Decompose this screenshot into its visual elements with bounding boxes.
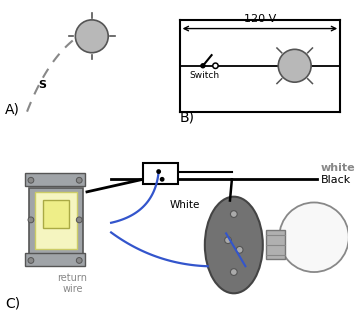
Text: 120 V: 120 V: [244, 14, 276, 24]
Text: Black: Black: [321, 175, 351, 185]
Bar: [143, 163, 178, 184]
Circle shape: [200, 63, 206, 68]
Bar: [29, 188, 83, 266]
Text: White: White: [170, 200, 201, 210]
Circle shape: [76, 177, 82, 183]
Text: Switch: Switch: [190, 71, 220, 80]
Circle shape: [230, 269, 237, 275]
Text: white: white: [321, 163, 355, 173]
Circle shape: [160, 177, 165, 182]
Circle shape: [156, 169, 161, 174]
Circle shape: [28, 217, 34, 223]
Circle shape: [28, 177, 34, 183]
Ellipse shape: [205, 197, 263, 293]
Text: S: S: [39, 80, 46, 90]
Bar: [35, 192, 77, 249]
Circle shape: [76, 217, 82, 223]
Circle shape: [76, 258, 82, 263]
Circle shape: [75, 20, 108, 53]
Circle shape: [225, 237, 231, 244]
Circle shape: [213, 63, 218, 68]
Circle shape: [236, 246, 243, 253]
FancyBboxPatch shape: [25, 173, 85, 186]
Text: C): C): [5, 297, 20, 311]
Circle shape: [279, 203, 349, 272]
Text: B): B): [180, 110, 195, 124]
Circle shape: [28, 258, 34, 263]
Bar: [43, 200, 69, 228]
Circle shape: [230, 211, 237, 218]
Circle shape: [278, 49, 311, 82]
Bar: [266, 231, 285, 259]
Text: A): A): [5, 103, 20, 117]
Text: return
wire: return wire: [58, 273, 87, 294]
FancyBboxPatch shape: [25, 253, 85, 266]
